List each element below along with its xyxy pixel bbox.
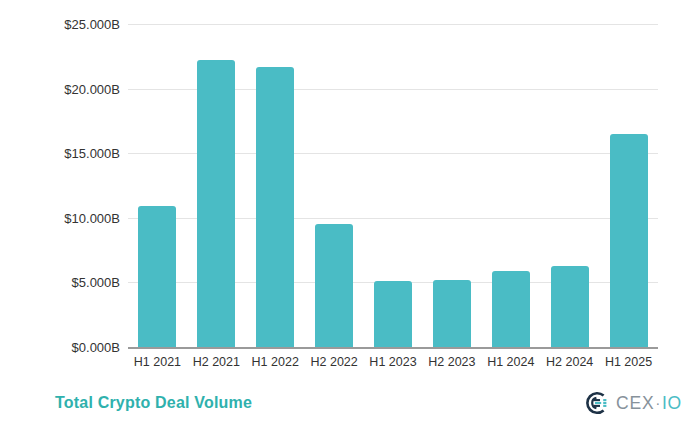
plot-area (128, 24, 658, 347)
chart-title: Total Crypto Deal Volume (55, 394, 252, 412)
cexio-logo: CEX · IO (583, 390, 682, 416)
bar-h2-2023 (433, 280, 471, 347)
x-tick-label: H1 2022 (252, 355, 299, 369)
brand-separator: · (655, 395, 660, 411)
y-tick-label: $15.000B (64, 146, 120, 161)
crypto-deal-volume-chart: $0.000B $5.000B $10.000B $15.000B $20.000B $2… (0, 0, 696, 428)
brand-name: CEX (616, 393, 654, 414)
y-axis: $0.000B$5.000B$10.000B$15.000B$20.000B$2… (0, 24, 120, 347)
cexio-c-mark-icon (583, 390, 609, 416)
bar-h1-2023 (374, 281, 412, 347)
x-axis-line (128, 347, 658, 349)
gridline (128, 24, 658, 25)
x-tick-label: H1 2021 (134, 355, 181, 369)
cexio-logo-text: CEX · IO (616, 393, 682, 414)
x-axis: H1 2021 H2 2021 H1 2022 H2 2022 H1 2023 H2 20… (128, 349, 658, 373)
bar-h2-2021 (197, 60, 235, 347)
bar-h1-2022 (256, 67, 294, 347)
x-tick-label: H1 2023 (369, 355, 416, 369)
bar-h2-2022 (315, 224, 353, 347)
bar-h1-2024 (492, 271, 530, 347)
x-tick-label: H1 2025 (605, 355, 652, 369)
y-tick-label: $5.000B (72, 275, 120, 290)
x-tick-label: H2 2024 (546, 355, 593, 369)
brand-suffix: IO (662, 393, 682, 414)
x-tick-label: H2 2021 (193, 355, 240, 369)
bar-h1-2021 (138, 206, 176, 347)
y-tick-label: $25.000B (64, 17, 120, 32)
x-tick-label: H2 2022 (310, 355, 357, 369)
x-tick-label: H1 2024 (487, 355, 534, 369)
y-tick-label: $20.000B (64, 81, 120, 96)
y-tick-label: $10.000B (64, 210, 120, 225)
x-tick-label: H2 2023 (428, 355, 475, 369)
bar-h2-2024 (551, 266, 589, 347)
y-tick-label: $0.000B (72, 340, 120, 355)
bar-h1-2025 (610, 134, 648, 347)
